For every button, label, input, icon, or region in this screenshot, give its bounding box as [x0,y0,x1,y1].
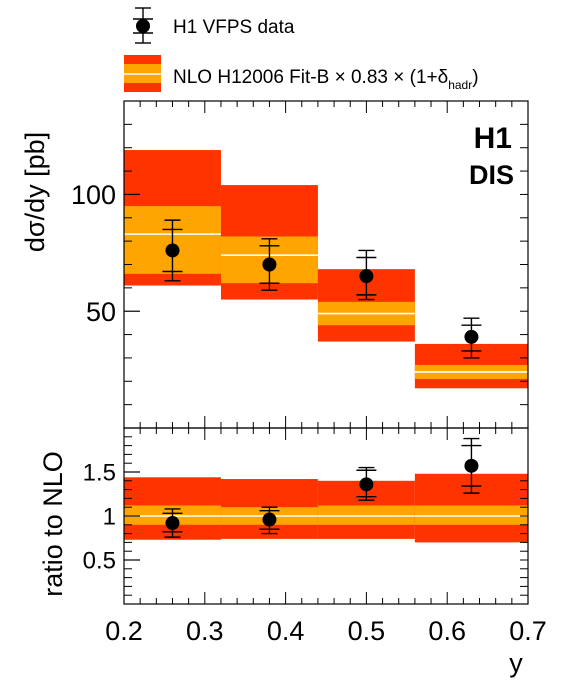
top-data-point-4 [461,317,482,359]
legend-nlo-label: NLO H12006 Fit-B × 0.83 × (1+δhadr) [173,67,479,92]
bottom-data-point-4 [461,437,482,494]
x-tick-label-4: 0.5 [348,616,386,646]
legend: H1 VFPS data NLO H12006 Fit-B × 0.83 × (… [124,7,479,92]
legend-data-label: H1 VFPS data [173,17,295,38]
bottom-data-point-1 [162,508,183,538]
bottom-nlo-inner-band-4 [414,505,528,525]
bottom-y-tick-label-1: 0.5 [83,548,116,575]
bottom-data-point-2 [259,506,280,535]
top-data-point-1 [162,219,183,282]
bottom-y-tick-label-3: 1.5 [83,460,116,487]
legend-nlo-swatch [124,55,161,92]
bottom-nlo-inner-band-3 [317,505,415,525]
x-tick-label-2: 0.3 [186,616,224,646]
legend-data-marker [133,7,153,44]
x-axis-label: y [509,648,523,678]
x-tick-label-3: 0.4 [267,616,305,646]
x-tick-label-5: 0.6 [428,616,466,646]
top-y-axis-label: dσ/dy [pb] [20,132,50,252]
top-data-point-3 [356,249,377,301]
bottom-data-point-3 [356,466,377,501]
top-panel: 50 100 H1 DIS dσ/dy [pb] [20,100,529,429]
bottom-panel: 0.5 1 1.5 0.2 0.3 0.4 0.5 0.6 0.7 ratio to NLO y [38,427,547,678]
x-tick-label-6: 0.7 [509,616,547,646]
top-y-tick-label-1: 50 [86,297,116,327]
experiment-process: DIS [469,160,514,190]
bottom-y-axis-label: ratio to NLO [38,451,68,597]
experiment-name: H1 [474,122,512,155]
x-tick-label-1: 0.2 [105,616,143,646]
top-y-tick-label-2: 100 [71,180,116,210]
top-data-point-2 [259,238,280,291]
bottom-y-tick-label-2: 1 [103,504,116,531]
